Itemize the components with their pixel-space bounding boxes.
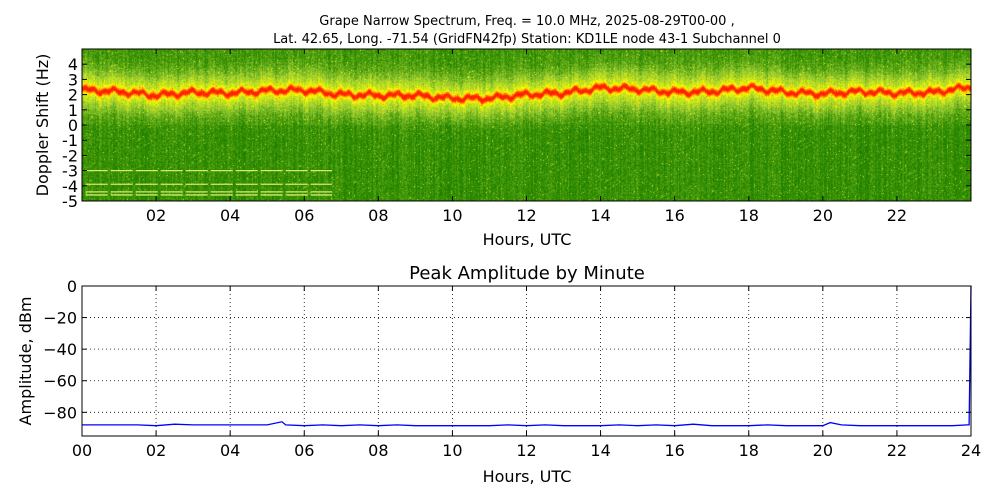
x-tick-label: 18 bbox=[739, 206, 759, 225]
x-tick-label: 22 bbox=[887, 441, 907, 460]
x-tick-label: 12 bbox=[516, 206, 536, 225]
x-tick-label: 04 bbox=[220, 441, 240, 460]
x-tick-label: 06 bbox=[294, 206, 314, 225]
spectrogram-overlay bbox=[85, 169, 333, 196]
amplitude-series bbox=[82, 285, 972, 427]
x-tick-label: 02 bbox=[146, 206, 166, 225]
y-tick-label: −20 bbox=[43, 309, 77, 328]
amplitude-x-label: Hours, UTC bbox=[483, 467, 572, 486]
spectrogram-x-ticks: 02 04 06 08 10 12 14 16 18 20 22 bbox=[146, 49, 907, 225]
y-tick-label: −40 bbox=[43, 340, 77, 359]
x-tick-label: 18 bbox=[739, 441, 759, 460]
x-tick-label: 08 bbox=[368, 441, 388, 460]
y-tick-label: -2 bbox=[62, 146, 78, 165]
amplitude-x-ticks: 00 02 04 06 08 10 12 14 16 18 20 22 24 bbox=[72, 286, 981, 460]
x-tick-label: 12 bbox=[516, 441, 536, 460]
figure-title-line-1: Grape Narrow Spectrum, Freq. = 10.0 MHz,… bbox=[319, 14, 734, 29]
amplitude-title: Peak Amplitude by Minute bbox=[409, 263, 645, 284]
y-tick-label: −80 bbox=[43, 403, 77, 422]
y-tick-label: −60 bbox=[43, 372, 77, 391]
amplitude-series-line bbox=[82, 285, 972, 427]
x-tick-label: 14 bbox=[590, 206, 610, 225]
amplitude-plot-area bbox=[82, 286, 971, 436]
x-tick-label: 02 bbox=[146, 441, 166, 460]
x-tick-label: 10 bbox=[442, 206, 462, 225]
x-tick-label: 16 bbox=[664, 206, 684, 225]
y-tick-label: 1 bbox=[68, 101, 78, 120]
x-tick-label: 14 bbox=[590, 441, 610, 460]
y-tick-label: -5 bbox=[62, 192, 78, 211]
y-tick-label: -3 bbox=[62, 162, 78, 181]
y-tick-label: 0 bbox=[67, 277, 77, 296]
spectrogram-y-label: Doppler Shift (Hz) bbox=[33, 54, 52, 197]
x-tick-label: 10 bbox=[442, 441, 462, 460]
y-tick-label: -1 bbox=[62, 131, 78, 150]
y-tick-label: 0 bbox=[68, 116, 78, 135]
x-tick-label: 22 bbox=[887, 206, 907, 225]
y-tick-label: -4 bbox=[62, 177, 78, 196]
x-tick-label: 24 bbox=[961, 441, 981, 460]
x-tick-label: 20 bbox=[813, 206, 833, 225]
amplitude-y-label: Amplitude, dBm bbox=[16, 297, 35, 426]
y-tick-label: 2 bbox=[68, 86, 78, 105]
spectrogram-image bbox=[82, 49, 971, 201]
y-tick-label: 3 bbox=[68, 70, 78, 89]
x-tick-label: 20 bbox=[813, 441, 833, 460]
x-tick-label: 04 bbox=[220, 206, 240, 225]
figure-title-line-2: Lat. 42.65, Long. -71.54 (GridFN42fp) St… bbox=[273, 32, 781, 47]
spectrogram-x-label: Hours, UTC bbox=[483, 230, 572, 249]
x-tick-label: 08 bbox=[368, 206, 388, 225]
amplitude-y-ticks: 0 −20 −40 −60 −80 bbox=[43, 277, 971, 422]
x-tick-label: 16 bbox=[664, 441, 684, 460]
amplitude-panel: Peak Amplitude by Minute 00 02 04 06 08 10 12 1… bbox=[16, 263, 981, 486]
x-tick-label: 00 bbox=[72, 441, 92, 460]
amplitude-grid bbox=[82, 286, 971, 436]
x-tick-label: 06 bbox=[294, 441, 314, 460]
y-tick-label: 4 bbox=[68, 55, 78, 74]
